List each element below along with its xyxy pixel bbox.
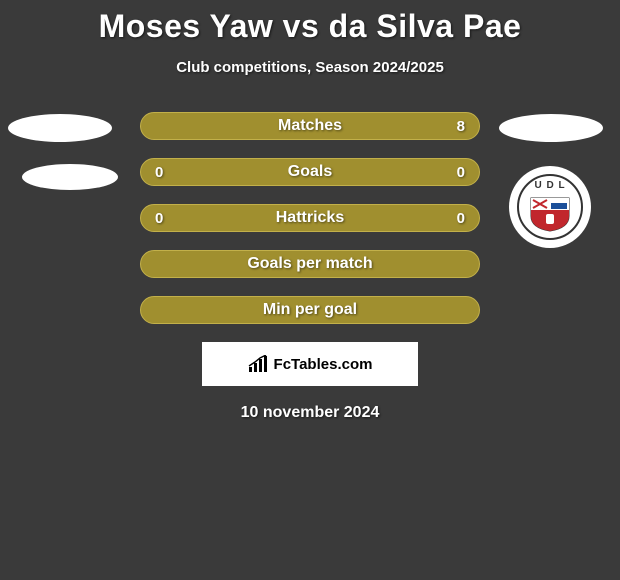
stat-label: Hattricks	[141, 209, 479, 227]
player-right-club-badge: U D L	[509, 166, 591, 248]
club-badge-letters: U D L	[519, 180, 581, 191]
player-left-avatar-placeholder	[8, 114, 112, 142]
stat-right-value: 0	[457, 164, 465, 181]
comparison-title: Moses Yaw vs da Silva Pae	[0, 0, 620, 45]
stat-row-hattricks: 0 Hattricks 0	[140, 204, 480, 232]
stat-row-goals: 0 Goals 0	[140, 158, 480, 186]
stat-label: Min per goal	[141, 301, 479, 319]
comparison-content: U D L Matches 8 0 Goals 0	[0, 112, 620, 422]
stat-left-value: 0	[155, 210, 163, 227]
promo-inner: FcTables.com	[248, 355, 373, 373]
stat-row-min-per-goal: Min per goal	[140, 296, 480, 324]
player-right-avatar-placeholder	[499, 114, 603, 142]
club-shield-icon	[529, 196, 571, 232]
stat-label: Matches	[141, 117, 479, 135]
player-left-club-placeholder	[22, 164, 118, 190]
promo-text: FcTables.com	[274, 356, 373, 373]
bar-chart-icon	[248, 355, 270, 373]
stat-row-matches: Matches 8	[140, 112, 480, 140]
stat-right-value: 8	[457, 118, 465, 135]
stat-row-goals-per-match: Goals per match	[140, 250, 480, 278]
stat-rows: Matches 8 0 Goals 0 0 Hattricks 0 Goals …	[140, 112, 480, 324]
snapshot-date: 10 november 2024	[0, 404, 620, 422]
stat-left-value: 0	[155, 164, 163, 181]
stat-right-value: 0	[457, 210, 465, 227]
promo-box: FcTables.com	[202, 342, 418, 386]
comparison-subtitle: Club competitions, Season 2024/2025	[0, 59, 620, 76]
club-badge-inner: U D L	[517, 174, 583, 240]
stat-label: Goals per match	[141, 255, 479, 273]
stat-label: Goals	[141, 163, 479, 181]
